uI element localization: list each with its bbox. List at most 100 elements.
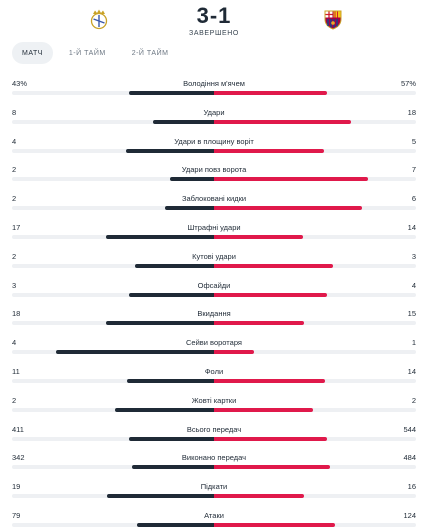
stat-bar-away — [214, 378, 325, 383]
tab-second-half[interactable]: 2-Й ТАЙМ — [131, 49, 169, 57]
stat-label: Офсайди — [197, 280, 231, 290]
stat-row: 2 Удари повз ворота 7 — [0, 160, 428, 189]
stat-bar-home — [128, 436, 214, 441]
stat-bar-away — [214, 263, 333, 268]
stat-bar-away — [214, 119, 351, 124]
stat-home-value: 79 — [12, 510, 21, 520]
stat-away-value: 124 — [403, 510, 416, 520]
stat-label: Кутові удари — [192, 251, 236, 261]
stat-bar-home — [55, 350, 214, 355]
stat-row: 4 Сейви воротаря 1 — [0, 333, 428, 362]
stat-away-value: 3 — [411, 251, 416, 261]
stat-label: Жовті картки — [191, 395, 237, 405]
stat-bar-away — [214, 494, 305, 499]
stat-bar-home — [170, 177, 214, 182]
stat-bar-home — [106, 494, 214, 499]
stat-home-value: 2 — [12, 165, 17, 175]
tab-match[interactable]: МАТЧ — [12, 42, 53, 64]
stat-bar-away — [214, 465, 330, 470]
stat-label: Всього передач — [186, 424, 242, 434]
stat-bar-home — [128, 91, 214, 95]
stat-home-value: 11 — [12, 366, 20, 376]
stat-bar-away — [214, 177, 368, 182]
stat-home-value: 17 — [12, 222, 21, 232]
stat-bar-away — [214, 436, 327, 441]
stat-row: 411 Всього передач 544 — [0, 420, 428, 449]
stat-bar-home — [105, 234, 214, 239]
stat-home-value: 4 — [12, 338, 17, 348]
stat-label: Виконано передач — [181, 453, 247, 463]
stat-bar-home — [153, 119, 214, 124]
stat-away-value: 57% — [400, 79, 416, 88]
stat-row: 8 Удари 18 — [0, 103, 428, 132]
stat-bar-home — [126, 378, 214, 383]
stat-bar-away — [214, 234, 304, 239]
stat-bar-home — [106, 321, 214, 326]
stat-row: 2 Заблоковані кидки 6 — [0, 189, 428, 218]
stat-away-value: 16 — [407, 482, 416, 492]
stat-home-value: 411 — [12, 424, 24, 434]
stats-list: 43% Володіння м'ячем 57% 8 Удари 18 4 Удари в п… — [0, 74, 428, 527]
stat-bar-home — [126, 148, 214, 153]
stat-label: Удари — [203, 107, 225, 117]
stat-bar-away — [214, 350, 254, 355]
stat-away-value: 7 — [411, 165, 416, 175]
stat-bar-away — [214, 148, 324, 153]
stat-label: Штрафні удари — [187, 222, 241, 232]
stat-bar-away — [214, 91, 327, 95]
stat-home-value: 2 — [12, 194, 17, 204]
real-madrid-crest-icon — [90, 9, 108, 30]
stat-bar-away — [214, 407, 313, 412]
stat-row: 2 Кутові удари 3 — [0, 247, 428, 276]
stat-home-value: 342 — [12, 453, 25, 463]
stat-label: Підкати — [200, 482, 228, 492]
stat-label: Атаки — [204, 510, 224, 520]
stat-bar-away — [214, 206, 363, 211]
stat-row: 18 Вкидання 15 — [0, 304, 428, 333]
stat-away-value: 14 — [407, 222, 416, 232]
stat-home-value: 43% — [12, 79, 28, 88]
stat-row: 342 Виконано передач 484 — [0, 448, 428, 477]
stat-away-value: 14 — [407, 366, 416, 376]
stat-label: Удари повз ворота — [181, 165, 247, 175]
stat-label: Вкидання — [197, 309, 231, 319]
stat-away-value: 6 — [411, 194, 416, 204]
stat-row: 19 Підкати 16 — [0, 477, 428, 506]
stat-home-value: 2 — [12, 395, 17, 405]
stat-bar-home — [132, 465, 214, 470]
period-tabs: МАТЧ 1-Й ТАЙМ 2-Й ТАЙМ — [12, 42, 178, 64]
stat-row: 2 Жовті картки 2 — [0, 391, 428, 420]
stat-bar-home — [137, 522, 214, 527]
stat-away-value: 2 — [411, 395, 416, 405]
stat-label: Володіння м'ячем — [183, 79, 245, 88]
stat-row: 4 Удари в площину воріт 5 — [0, 132, 428, 161]
match-score: 3-1 — [196, 3, 232, 28]
stat-away-value: 15 — [407, 309, 416, 319]
stat-away-value: 484 — [403, 453, 416, 463]
stat-bar-home — [164, 206, 214, 211]
stat-label: Сейви воротаря — [186, 338, 242, 348]
stat-row: 79 Атаки 124 — [0, 506, 428, 527]
stat-away-value: 5 — [411, 136, 416, 146]
stat-home-value: 8 — [12, 107, 17, 117]
stat-bar-away — [214, 522, 335, 527]
stat-label: Заблоковані кидки — [181, 194, 247, 204]
stat-home-value: 18 — [12, 309, 21, 319]
match-header: 3-1 ЗАВЕРШЕНО — [0, 0, 428, 40]
match-status: ЗАВЕРШЕНО — [189, 30, 239, 37]
stat-away-value: 1 — [411, 338, 416, 348]
stat-bar-away — [214, 292, 328, 297]
stat-row: 43% Володіння м'ячем 57% — [0, 74, 428, 103]
stat-label: Удари в площину воріт — [174, 136, 254, 146]
barcelona-crest-icon — [324, 10, 342, 30]
stat-home-value: 19 — [12, 482, 21, 492]
stat-away-value: 4 — [411, 280, 416, 290]
stat-home-value: 2 — [12, 251, 17, 261]
stat-bar-home — [115, 407, 214, 412]
stat-home-value: 4 — [12, 136, 17, 146]
stat-home-value: 3 — [12, 280, 17, 290]
tab-first-half[interactable]: 1-Й ТАЙМ — [68, 49, 106, 57]
stat-bar-away — [214, 321, 304, 326]
stat-away-value: 544 — [403, 424, 416, 434]
stat-row: 17 Штрафні удари 14 — [0, 218, 428, 247]
